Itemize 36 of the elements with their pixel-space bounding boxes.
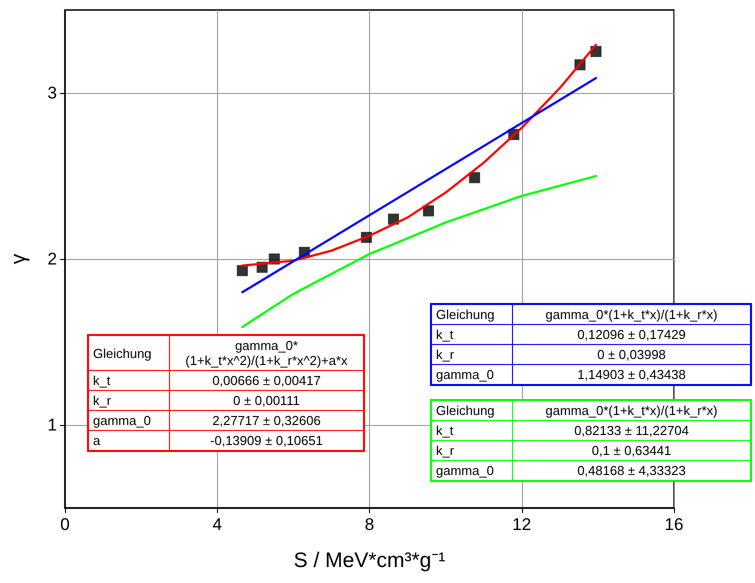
y-tick-label: 2 bbox=[48, 250, 57, 268]
y-axis-title: γ bbox=[7, 253, 30, 264]
annotation: k_r bbox=[431, 344, 512, 364]
annotation: k_t bbox=[88, 370, 170, 390]
annotation: k_r bbox=[431, 440, 512, 460]
y-tick-label: 1 bbox=[48, 416, 57, 434]
annotation: 0,48168 ± 4,33323 bbox=[512, 460, 751, 481]
annotation: Gleichung bbox=[88, 335, 170, 370]
annotation: 0,1 ± 0,63441 bbox=[512, 440, 751, 460]
annotation: 1,14903 ± 0,43438 bbox=[512, 364, 751, 385]
x-tick-label: 4 bbox=[212, 515, 222, 534]
annotation: k_t bbox=[431, 324, 512, 344]
annotation: 0 ± 0,00111 bbox=[170, 390, 364, 410]
annotation: 0,12096 ± 0,17429 bbox=[512, 324, 751, 344]
annotation: gamma_0*(1+k_t*x)/(1+k_r*x) bbox=[512, 304, 751, 324]
annotation: Gleichung bbox=[431, 304, 512, 324]
annotation: k_t bbox=[431, 420, 512, 440]
annotation: gamma_0 bbox=[431, 364, 512, 385]
annotation: 0 ± 0,03998 bbox=[512, 344, 751, 364]
x-axis-title: S / MeV*cm³*g⁻¹ bbox=[294, 549, 446, 572]
x-tick-label: 0 bbox=[60, 515, 70, 534]
x-tick-label: 12 bbox=[512, 515, 532, 534]
annotation: Gleichung bbox=[431, 400, 512, 420]
annotation: a bbox=[88, 430, 170, 451]
annotation: 0,82133 ± 11,22704 bbox=[512, 420, 751, 440]
annotation: gamma_0 bbox=[88, 410, 170, 430]
annotation: k_r bbox=[88, 390, 170, 410]
y-tick-label: 3 bbox=[48, 84, 57, 102]
annotation: gamma_0*(1+k_t*x^2)/(1+k_r*x^2)+a*x bbox=[170, 335, 364, 370]
x-tick-label: 16 bbox=[664, 515, 684, 534]
annotation: 0,00666 ± 0,00417 bbox=[170, 370, 364, 390]
annotation: 2,27717 ± 0,32606 bbox=[170, 410, 364, 430]
annotation: gamma_0*(1+k_t*x)/(1+k_r*x) bbox=[512, 400, 751, 420]
annotation: gamma_0 bbox=[431, 460, 512, 481]
annotation: -0,13909 ± 0,10651 bbox=[170, 430, 364, 451]
x-tick-label: 8 bbox=[364, 515, 374, 534]
